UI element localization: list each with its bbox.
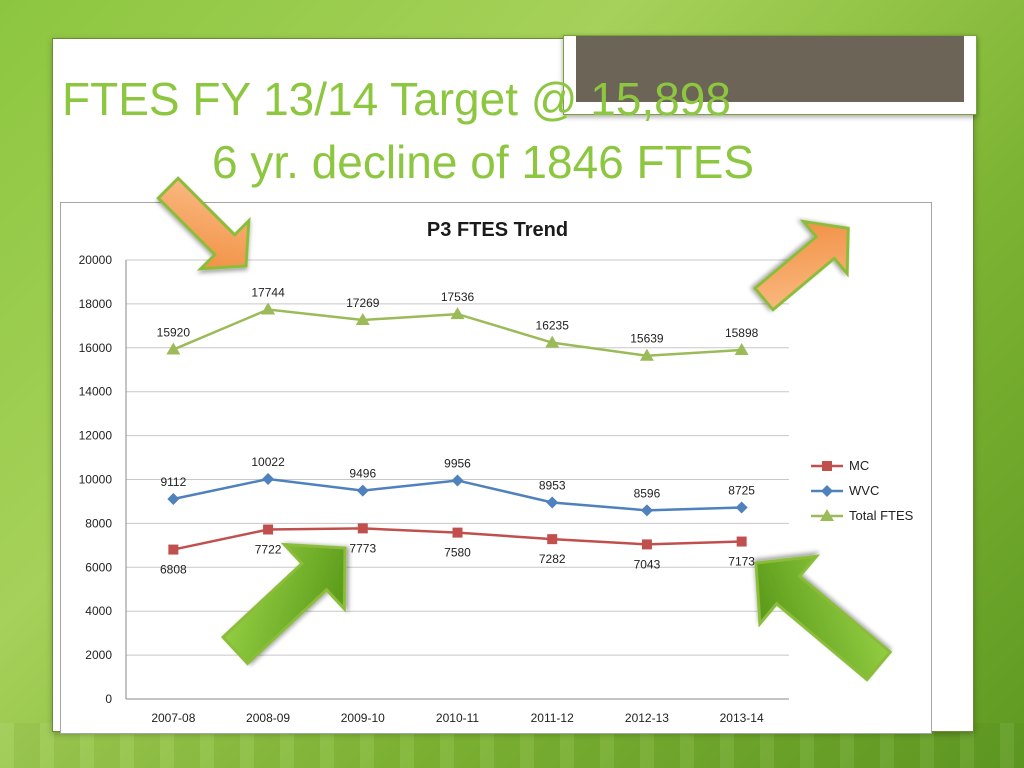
data-label-mc: 7773 — [349, 541, 376, 555]
data-point-wvc — [546, 496, 559, 509]
data-point-mc — [641, 539, 652, 550]
legend-label-wvc: WVC — [849, 483, 879, 498]
y-tick-label: 8000 — [85, 516, 112, 530]
data-label-wvc: 9496 — [349, 467, 376, 481]
data-label-total-ftes: 17744 — [251, 286, 285, 300]
x-tick-label: 2007-08 — [151, 711, 195, 725]
data-label-wvc: 9956 — [444, 456, 471, 470]
slide-title-line1: FTES FY 13/14 Target @ 15,898 — [62, 73, 731, 125]
data-label-total-ftes: 15639 — [630, 332, 664, 346]
data-point-mc — [263, 524, 274, 535]
chart-title: P3 FTES Trend — [427, 219, 568, 241]
photo-frame — [563, 35, 977, 115]
data-point-total-ftes — [166, 342, 181, 355]
y-tick-label: 16000 — [79, 341, 113, 355]
data-point-total-ftes — [261, 302, 276, 315]
data-label-wvc: 8953 — [539, 478, 566, 492]
data-label-mc: 7580 — [444, 546, 471, 560]
data-point-mc — [736, 536, 747, 547]
data-label-wvc: 8596 — [634, 486, 661, 500]
x-tick-label: 2011-12 — [531, 711, 574, 725]
data-point-mc — [452, 527, 463, 538]
data-point-wvc — [262, 473, 275, 486]
y-tick-label: 4000 — [85, 604, 112, 618]
slide-title-line2: 6 yr. decline of 1846 FTES — [212, 136, 755, 188]
x-tick-label: 2013-14 — [720, 711, 764, 725]
data-label-mc: 7043 — [634, 557, 661, 571]
x-tick-label: 2009-10 — [341, 711, 385, 725]
data-point-mc — [547, 534, 558, 545]
data-point-total-ftes — [545, 335, 560, 348]
y-tick-label: 2000 — [85, 648, 112, 662]
data-label-wvc: 10022 — [251, 455, 285, 469]
chart-container: P3 FTES Trend 0 2000 4000 6000 8000 10000 12000… — [60, 202, 932, 734]
y-tick-label: 6000 — [85, 560, 112, 574]
x-tick-label: 2012-13 — [625, 711, 669, 725]
data-point-wvc — [640, 504, 653, 517]
legend-marker-wvc — [821, 485, 833, 497]
data-label-wvc: 8725 — [728, 483, 755, 497]
x-tick-label: 2010-11 — [436, 711, 479, 725]
data-point-mc — [168, 544, 179, 555]
data-point-total-ftes — [639, 348, 654, 361]
data-label-mc: 7722 — [255, 543, 282, 557]
data-point-mc — [357, 523, 368, 534]
legend-label-total-ftes: Total FTES — [849, 508, 914, 523]
data-label-total-ftes: 17269 — [346, 296, 380, 310]
data-point-total-ftes — [450, 307, 465, 320]
y-tick-label: 12000 — [79, 429, 113, 443]
data-label-mc: 7282 — [539, 552, 566, 566]
data-label-mc: 6808 — [160, 563, 187, 577]
data-point-wvc — [167, 492, 180, 505]
data-label-mc: 7173 — [728, 555, 755, 569]
data-label-total-ftes: 17536 — [441, 290, 475, 304]
data-label-total-ftes: 15898 — [725, 326, 759, 340]
y-tick-label: 20000 — [79, 253, 113, 267]
y-tick-label: 10000 — [79, 473, 113, 487]
data-label-wvc: 9112 — [160, 475, 186, 489]
data-label-total-ftes: 15920 — [157, 326, 191, 340]
legend-marker-mc — [822, 461, 832, 471]
data-label-total-ftes: 16235 — [536, 319, 570, 333]
data-point-wvc — [735, 501, 748, 514]
data-point-wvc — [356, 484, 369, 497]
line-chart: P3 FTES Trend 0 2000 4000 6000 8000 10000 12000… — [79, 219, 914, 725]
y-tick-label: 18000 — [79, 297, 113, 311]
photo-placeholder — [576, 36, 964, 102]
data-point-total-ftes — [355, 312, 370, 325]
x-tick-label: 2008-09 — [246, 711, 290, 725]
legend-label-mc: MC — [849, 458, 869, 473]
data-point-wvc — [451, 474, 464, 487]
data-point-total-ftes — [734, 343, 749, 356]
legend-marker-total-ftes — [820, 509, 834, 521]
y-tick-label: 0 — [105, 692, 112, 706]
y-tick-label: 14000 — [79, 385, 113, 399]
